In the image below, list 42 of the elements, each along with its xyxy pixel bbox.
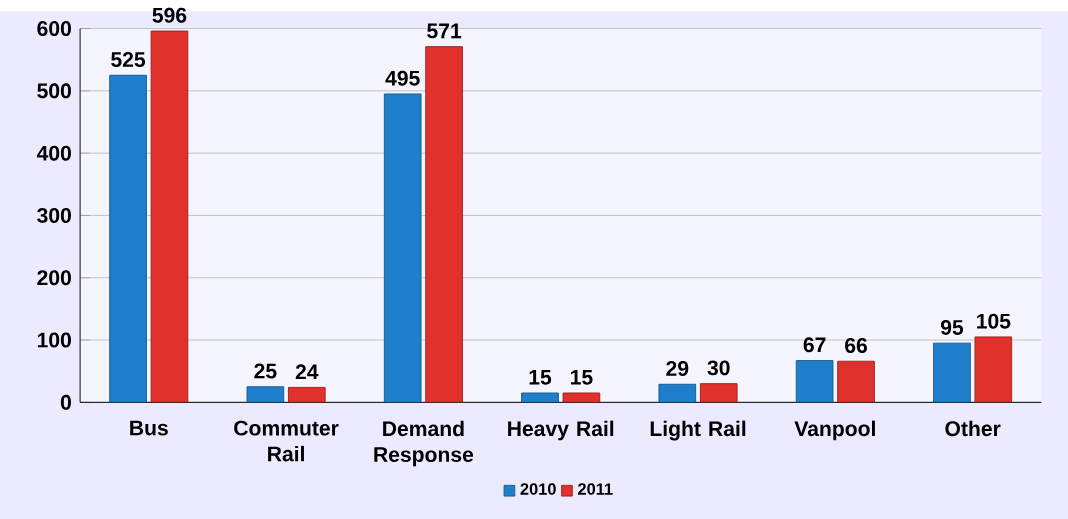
bar [109, 74, 147, 403]
bar [521, 392, 559, 403]
y-tick-label: 0 [60, 394, 71, 410]
bar [795, 360, 834, 403]
y-tick-label: 100 [37, 332, 71, 348]
x-tick-label: Demand Response [374, 420, 474, 467]
data-label: 105 [977, 313, 1011, 329]
x-tick-label: Other [945, 420, 1001, 437]
data-label: 596 [152, 7, 187, 23]
y-tick-label: 400 [36, 145, 71, 161]
bar [837, 360, 875, 403]
data-label: 525 [111, 51, 146, 67]
x-tick-label: Light Rail [650, 420, 746, 441]
bar [933, 342, 971, 403]
data-label: 571 [427, 23, 462, 39]
bar [974, 336, 1013, 403]
y-tick-label: 500 [37, 83, 71, 99]
data-label: 66 [845, 337, 867, 353]
x-tick-label: Vanpool [794, 420, 875, 441]
bar [383, 93, 422, 403]
y-tick-label: 300 [37, 207, 71, 223]
x-tick-label: Heavy Rail [508, 420, 614, 441]
data-label: 25 [254, 363, 277, 379]
bar [150, 30, 189, 403]
y-tick-label: 200 [37, 270, 71, 286]
data-label: 95 [940, 319, 964, 335]
bar [699, 383, 738, 403]
data-label: 24 [295, 364, 319, 380]
data-label: 29 [666, 360, 689, 376]
x-tick-label: Commuter Rail [234, 420, 339, 462]
bar [425, 46, 463, 403]
y-tick-label: 600 [37, 21, 71, 36]
legend-label: 2011 [578, 483, 613, 495]
bar [246, 386, 285, 403]
data-label: 15 [529, 369, 552, 385]
x-tick-label: Bus [130, 420, 168, 436]
data-label: 495 [385, 70, 420, 86]
legend-label: 2010 [520, 483, 556, 495]
data-label: 15 [570, 369, 593, 385]
data-label: 30 [707, 360, 730, 376]
data-label: 67 [803, 337, 826, 353]
bar [658, 383, 697, 403]
